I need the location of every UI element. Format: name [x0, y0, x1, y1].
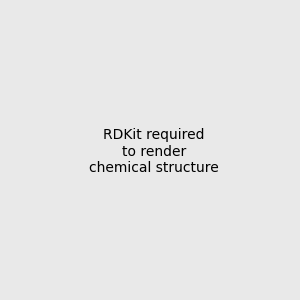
Text: RDKit required
to render
chemical structure: RDKit required to render chemical struct… — [89, 128, 219, 175]
